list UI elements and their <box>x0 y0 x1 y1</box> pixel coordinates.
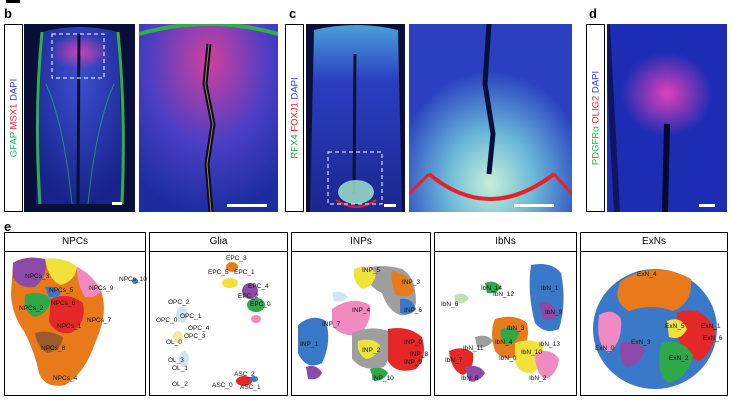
label-opc-4: OPC_4 <box>188 325 210 332</box>
label-epc-1: EPC_1 <box>234 269 255 276</box>
label-ibn-11: IbN_11 <box>463 345 484 352</box>
label-ibn-0: IbN_0 <box>499 355 517 362</box>
label-epc-5: EPC_5 <box>208 269 229 276</box>
panel-b-letter: b <box>4 6 12 21</box>
label-ibn-9: IbN_9 <box>545 309 563 316</box>
label-npcs-7: NPCs_7 <box>87 317 112 324</box>
panel-b-zoom-image <box>139 24 278 212</box>
umap-exns: ExNs ExN_4 ExN_1 ExN_5 ExN_6 ExN_3 ExN_0… <box>580 232 728 396</box>
panel-c-stain-label: RFX4 FOXJ1 DAPI <box>285 24 304 212</box>
label-exn-2: ExN_2 <box>669 355 689 362</box>
stain-rfx4: RFX4 <box>289 134 300 159</box>
label-npcs-3: NPCs_3 <box>25 273 50 280</box>
stain-foxj1: FOXJ1 <box>289 102 300 132</box>
label-ibn-14: IbN_14 <box>481 285 502 292</box>
umap-exns-title: ExNs <box>581 233 727 252</box>
label-ol-0: OL_0 <box>166 339 182 346</box>
label-opc-0: OPC_0 <box>156 317 178 324</box>
panel-b-overview-image <box>24 24 135 212</box>
label-epc-3: EPC_3 <box>226 255 247 262</box>
label-ol-3: OL_3 <box>168 357 184 364</box>
panel-d-letter: d <box>589 6 597 21</box>
umap-inps: INPs INP_5 INP_3 INP_4 INP_1 INP_6 INP_7… <box>291 232 431 396</box>
label-epc-4: EPC_4 <box>248 283 269 290</box>
scale-bar-c2 <box>514 204 554 207</box>
label-exn-4: ExN_4 <box>637 271 657 278</box>
label-ibn-6: IbN_6 <box>441 301 459 308</box>
label-ibn-12: IbN_12 <box>493 291 514 298</box>
label-inp-0: INP_0 <box>404 339 423 346</box>
label-npcs-2: NPCs_2 <box>19 305 44 312</box>
label-npcs-5: NPCs_5 <box>49 287 74 294</box>
scale-bar-c1 <box>384 204 396 207</box>
panel-d-stain-label: PDGFRα OLIG2 DAPI <box>586 24 605 212</box>
stain-dapi-d: DAPI <box>590 70 601 94</box>
label-asc-2: ASC_2 <box>234 371 255 378</box>
label-inp-5: INP_5 <box>362 267 381 274</box>
label-opc-1: OPC_1 <box>180 313 202 320</box>
scale-bar-b2 <box>227 204 267 207</box>
stain-dapi-b: DAPI <box>8 78 19 101</box>
stain-olig2: OLIG2 <box>590 95 601 124</box>
label-exn-1: ExN_1 <box>701 323 721 330</box>
label-opc-2: OPC_2 <box>168 299 190 306</box>
label-inp-4: INP_4 <box>352 307 371 314</box>
label-ibn-3: IbN_3 <box>507 325 525 332</box>
label-exn-5: ExN_5 <box>665 323 685 330</box>
label-inp-2: INP_2 <box>362 347 381 354</box>
panel-c-letter: c <box>289 6 297 21</box>
stain-gfap: GFAP <box>8 132 19 158</box>
label-asc-0: ASC_0 <box>212 382 233 389</box>
label-ibn-7: IbN_7 <box>445 357 463 364</box>
label-epc-0: EPC_0 <box>250 301 271 308</box>
label-inp-9: INP_9 <box>404 359 423 366</box>
stain-dapi-c: DAPI <box>289 77 300 100</box>
label-npcs-10: NPCs_10 <box>119 276 147 283</box>
label-ibn-1: IbN_1 <box>541 285 559 292</box>
label-opc-3: OPC_3 <box>184 333 206 340</box>
umap-inps-title: INPs <box>292 233 430 252</box>
umap-ibns: IbNs IbN_14 IbN_1 IbN_6 IbN_12 IbN_9 IbN… <box>434 232 577 396</box>
label-inp-7: INP_7 <box>322 321 341 328</box>
panel-c-overview-image <box>306 24 405 212</box>
label-inp-1: INP_1 <box>300 341 319 348</box>
umap-npcs: NPCs NPCs_3 NPCs_9 NPCs_10 NPCs_5 NPCs_6… <box>4 232 147 396</box>
label-ibn-4: IbN_4 <box>495 339 513 346</box>
umap-npcs-title: NPCs <box>5 233 145 252</box>
label-ibn-10: IbN_10 <box>521 349 542 356</box>
label-npcs-1: NPCs_1 <box>57 323 82 330</box>
label-exn-0: ExN_0 <box>595 345 615 352</box>
label-npcs-9: NPCs_9 <box>89 285 114 292</box>
label-epc-2: EPC_2 <box>238 293 259 300</box>
umap-glia-title: Glia <box>150 233 287 252</box>
label-inp-6: INP_6 <box>404 307 423 314</box>
label-npcs-6: NPCs_6 <box>51 300 76 307</box>
top-edge-mark <box>6 0 20 3</box>
label-ol-2: OL_2 <box>172 381 188 388</box>
label-npcs-4: NPCs_4 <box>53 375 78 382</box>
label-asc-1: ASC_1 <box>240 384 261 391</box>
label-exn-3: ExN_3 <box>631 339 651 346</box>
label-ibn-13: IbN_13 <box>539 341 560 348</box>
scale-bar-b1 <box>112 202 122 205</box>
label-npcs-8: NPCs_8 <box>41 345 66 352</box>
label-inp-10: INP_10 <box>372 375 394 382</box>
label-ibn-2: IbN_2 <box>529 375 547 382</box>
panel-c-zoom-image <box>409 24 572 212</box>
panel-d-image <box>607 24 727 212</box>
scale-bar-d <box>699 204 715 207</box>
label-exn-6: ExN_6 <box>703 335 723 342</box>
label-ibn-8: IbN_8 <box>461 375 479 382</box>
umap-glia: Glia EPC_3 EPC_5 EPC_1 EPC_4 EPC_2 EPC_0… <box>149 232 288 396</box>
label-inp-8: INP_8 <box>410 351 429 358</box>
stain-pdgfra: PDGFRα <box>590 126 601 166</box>
label-ol-1: OL_1 <box>172 365 188 372</box>
panel-b-stain-label: GFAP MSX1 DAPI <box>4 24 23 212</box>
umap-ibns-title: IbNs <box>435 233 576 252</box>
label-inp-3: INP_3 <box>402 279 421 286</box>
panel-e-letter: e <box>4 219 12 234</box>
stain-msx1: MSX1 <box>8 103 19 130</box>
